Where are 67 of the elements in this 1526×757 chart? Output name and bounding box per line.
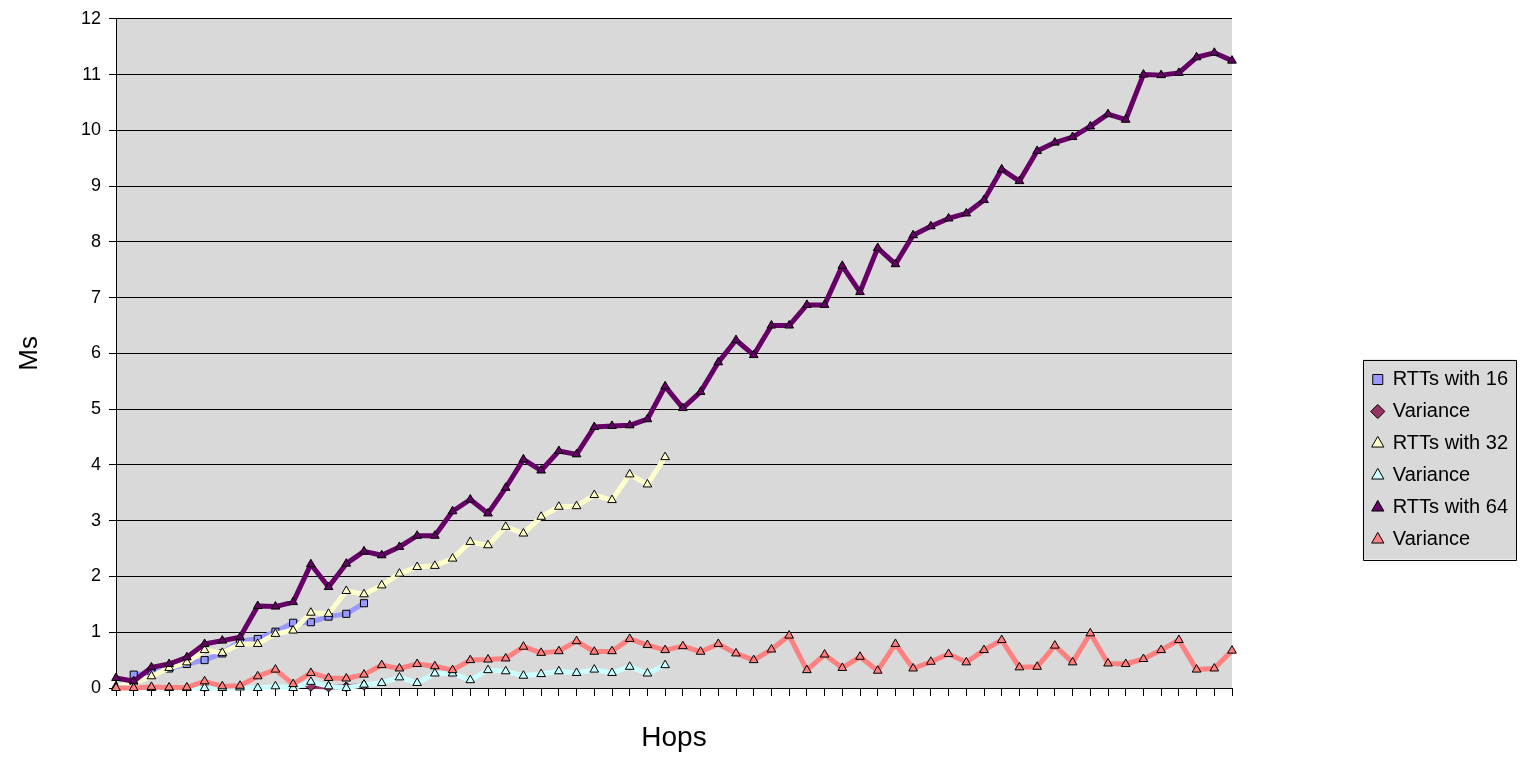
point [624,468,635,478]
point [642,668,653,677]
point [536,511,546,520]
y-axis-title: Ms [12,336,43,371]
point [483,664,493,674]
point [518,528,529,537]
y-tick-label: 11 [82,63,101,84]
point [500,521,511,530]
y-tick-label: 0 [90,676,101,697]
y-tick-label: 2 [90,565,101,586]
point [465,674,476,684]
point [447,553,458,562]
point [306,676,316,685]
point [200,656,209,665]
point [288,625,298,634]
point [412,677,422,686]
y-tick-label: 12 [80,7,101,28]
point [359,588,369,598]
point [589,664,600,673]
point [660,659,670,669]
point [412,561,422,570]
point [607,667,617,676]
point [306,618,315,627]
point [376,677,387,686]
point [500,665,511,675]
y-tick-label: 1 [90,621,101,642]
point [518,670,529,679]
point [323,608,334,617]
legend-label: RTTs with 32 [1392,431,1509,454]
y-tick-label: 3 [90,509,101,530]
point [624,661,635,670]
legend-label: RTTs with 16 [1392,367,1509,390]
point [571,667,582,676]
point [589,489,600,499]
point [465,536,476,545]
y-tick-label: 4 [90,453,101,474]
legend-label: Variance [1392,527,1471,550]
point [252,682,263,691]
y-tick-label: 8 [90,230,101,251]
point [607,494,617,504]
point [536,668,546,678]
y-tick-label: 10 [80,119,101,140]
point [359,599,369,608]
point [642,478,653,488]
point [394,568,405,577]
legend-label: RTTs with 64 [1392,495,1509,518]
legend-label: Variance [1392,399,1471,422]
point [270,680,281,690]
legend-label: Variance [1392,463,1471,486]
point [342,609,351,618]
point [430,668,440,677]
point [554,665,564,675]
y-tick-label: 9 [90,175,101,196]
point [571,500,582,510]
y-tick-label: 6 [90,342,101,363]
point [376,579,387,589]
x-axis-title: Hops [641,720,707,752]
y-tick-label: 7 [90,286,101,307]
point [430,560,440,569]
point [252,638,263,647]
point [394,671,405,681]
point [306,607,316,616]
point [554,501,564,510]
point [483,539,493,549]
y-tick-label: 5 [90,398,101,419]
point [660,451,670,461]
point [341,585,352,594]
